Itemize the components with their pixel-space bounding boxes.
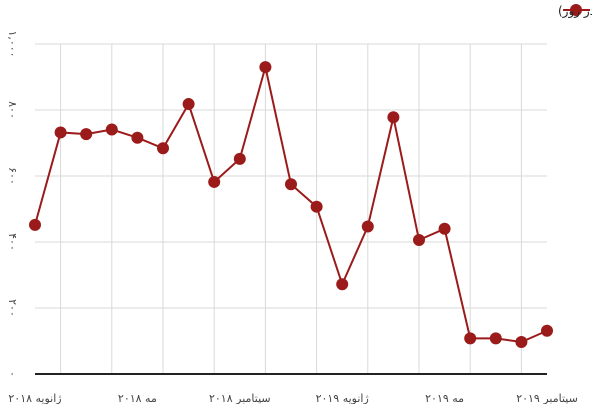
legend-marker — [570, 4, 582, 16]
y-axis-ticks: ۰ ۲۰۰ ۴۰۰ ۶۰۰ ۸۰۰ ۱,۰۰۰ — [6, 30, 19, 377]
data-point — [285, 178, 297, 191]
data-point — [80, 128, 93, 141]
y-tick-label: ۱,۰۰۰ — [6, 30, 19, 57]
x-axis-ticks: ژانویه ۲۰۱۸ مه ۲۰۱۸ سپتامبر ۲۰۱۸ ژانویه ۲۰۱… — [8, 392, 577, 404]
data-point — [259, 61, 272, 74]
data-point — [131, 131, 144, 144]
data-point — [541, 324, 553, 337]
data-point — [54, 126, 67, 139]
legend: چین (هزار بشکه در روز) — [558, 4, 592, 19]
y-tick-label: ۰ — [6, 371, 19, 377]
x-tick-label: سپتامبر ۲۰۱۸ — [209, 392, 271, 404]
data-point — [157, 142, 169, 155]
data-point — [29, 218, 41, 231]
x-tick-label: مه ۲۰۱۸ — [118, 392, 157, 404]
data-point — [464, 332, 477, 345]
y-tick-label: ۸۰۰ — [6, 101, 19, 119]
data-point — [208, 175, 221, 188]
data-point — [361, 220, 374, 233]
x-tick-label: ژانویه ۲۰۱۹ — [316, 392, 369, 404]
data-point — [182, 98, 195, 111]
data-point — [489, 332, 502, 345]
data-point — [310, 200, 323, 213]
data-point — [336, 278, 349, 291]
y-tick-label: ۴۰۰ — [6, 233, 19, 251]
data-point — [105, 123, 118, 136]
x-tick-label: ژانویه ۲۰۱۸ — [8, 392, 61, 404]
grid — [35, 43, 547, 375]
legend-label: چین (هزار بشکه در روز) — [558, 4, 592, 19]
x-tick-label: مه ۲۰۱۹ — [425, 392, 464, 404]
data-point — [413, 234, 425, 247]
data-point — [387, 111, 400, 124]
data-point — [233, 152, 246, 165]
y-tick-label: ۲۰۰ — [6, 299, 19, 317]
y-tick-label: ۶۰۰ — [6, 167, 19, 185]
data-point — [515, 335, 528, 348]
data-point — [438, 222, 451, 235]
data-series — [29, 61, 553, 348]
x-tick-label: سپتامبر ۲۰۱۹ — [516, 392, 578, 404]
